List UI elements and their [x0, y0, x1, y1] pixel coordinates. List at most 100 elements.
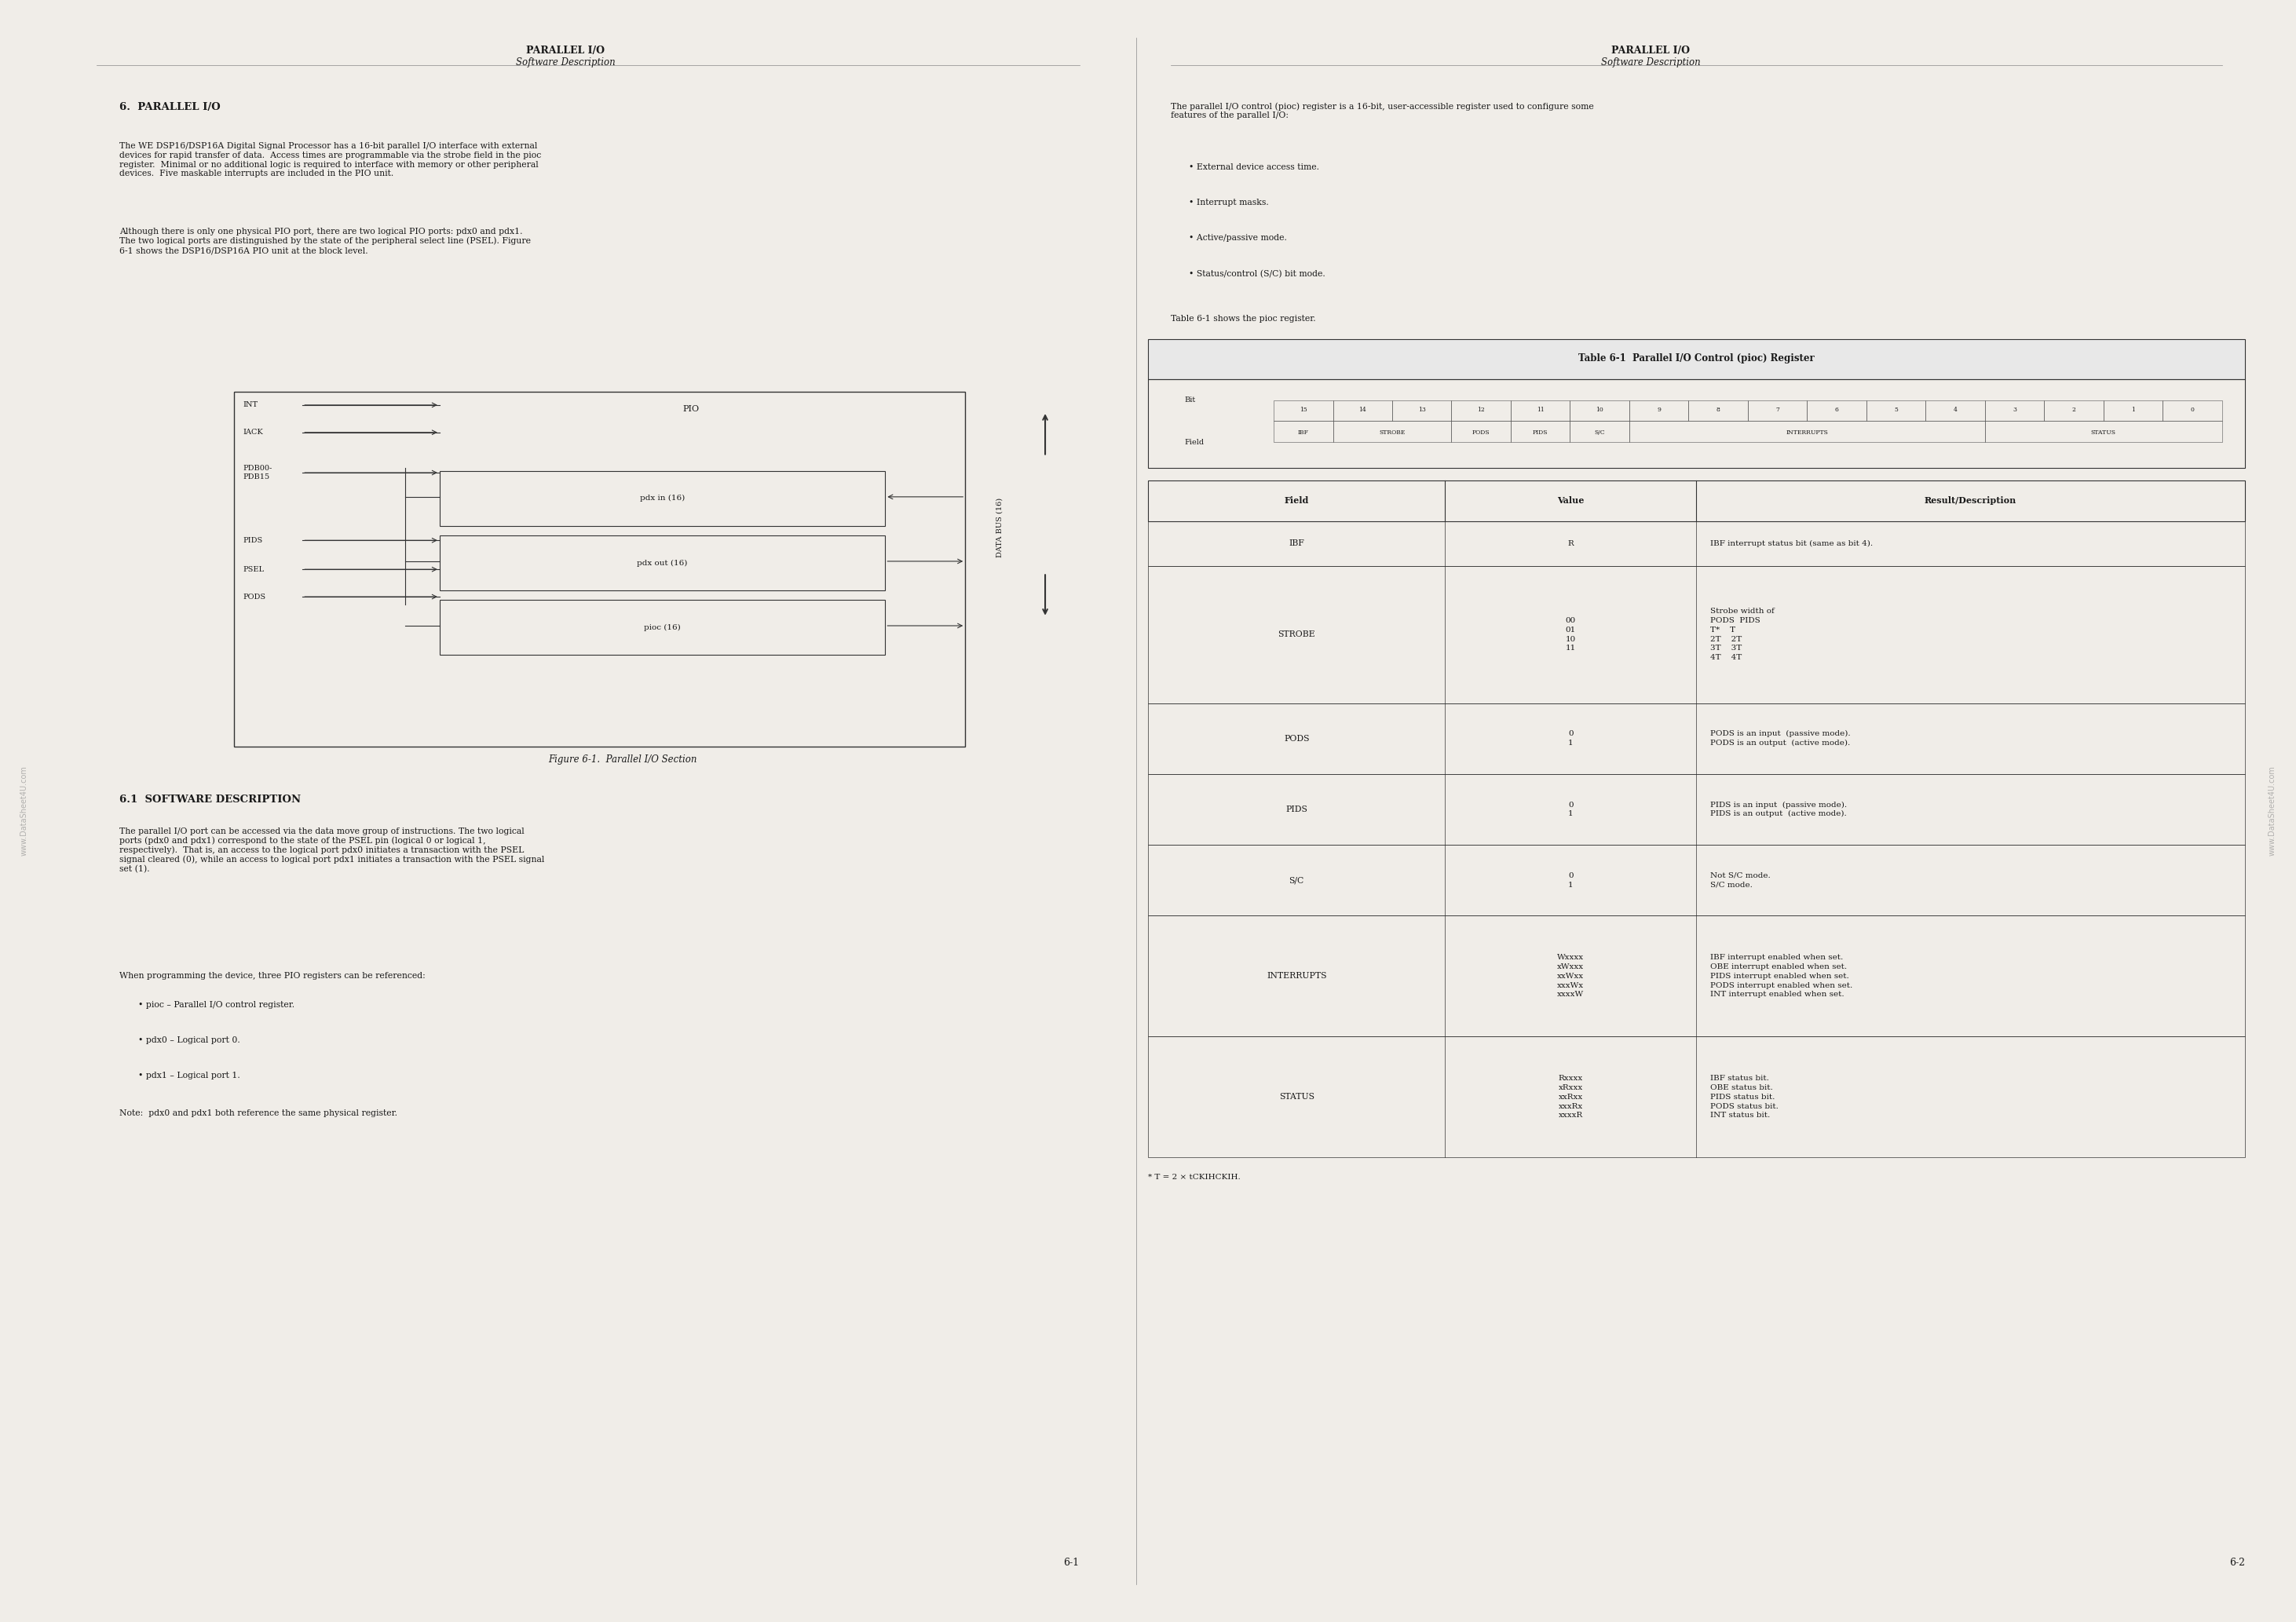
Text: When programming the device, three PIO registers can be referenced:: When programming the device, three PIO r…: [119, 972, 425, 980]
Text: STATUS: STATUS: [1279, 1093, 1313, 1101]
Text: PODS: PODS: [243, 594, 266, 600]
Text: 8: 8: [1717, 407, 1720, 414]
Text: 0: 0: [2190, 407, 2195, 414]
Bar: [1274, 422, 1334, 443]
Bar: [1148, 845, 2245, 916]
Text: PIDS: PIDS: [1286, 806, 1306, 813]
Text: 11: 11: [1536, 407, 1545, 414]
Bar: [1867, 401, 1926, 422]
Text: Field: Field: [1283, 496, 1309, 504]
Text: PIDS is an input  (passive mode).
PIDS is an output  (active mode).: PIDS is an input (passive mode). PIDS is…: [1711, 801, 1846, 817]
Text: 0
1: 0 1: [1568, 730, 1573, 746]
Bar: [1148, 339, 2245, 380]
Text: The parallel I/O control (pioc) register is a 16-bit, user-accessible register u: The parallel I/O control (pioc) register…: [1171, 102, 1593, 120]
Bar: [1148, 702, 2245, 774]
Text: INTERRUPTS: INTERRUPTS: [1267, 972, 1327, 980]
Bar: [1926, 401, 1986, 422]
Text: • pdx1 – Logical port 1.: • pdx1 – Logical port 1.: [138, 1072, 239, 1080]
Text: Table 6-1  Parallel I/O Control (pioc) Register: Table 6-1 Parallel I/O Control (pioc) Re…: [1577, 354, 1814, 363]
Text: Strobe width of
PODS  PIDS
T*    T
2T    2T
3T    3T
4T    4T: Strobe width of PODS PIDS T* T 2T 2T 3T …: [1711, 608, 1775, 662]
Bar: [1511, 422, 1570, 443]
Text: 6.  PARALLEL I/O: 6. PARALLEL I/O: [119, 102, 220, 112]
Text: • Interrupt masks.: • Interrupt masks.: [1189, 200, 1270, 206]
Text: PIO: PIO: [682, 406, 700, 414]
Text: pdx in (16): pdx in (16): [641, 495, 684, 503]
Text: PODS is an input  (passive mode).
PODS is an output  (active mode).: PODS is an input (passive mode). PODS is…: [1711, 730, 1851, 746]
Text: PODS: PODS: [1283, 735, 1309, 743]
Bar: [1747, 401, 1807, 422]
Text: 9: 9: [1658, 407, 1660, 414]
Text: 1: 1: [2131, 407, 2135, 414]
Text: S/C: S/C: [1593, 430, 1605, 436]
Bar: [1148, 916, 2245, 1036]
Text: 7: 7: [1775, 407, 1779, 414]
Text: • Status/control (S/C) bit mode.: • Status/control (S/C) bit mode.: [1189, 269, 1325, 277]
Text: 14: 14: [1359, 407, 1366, 414]
Text: IBF: IBF: [1297, 430, 1309, 436]
Text: S/C: S/C: [1288, 876, 1304, 884]
Text: 6-2: 6-2: [2229, 1559, 2245, 1568]
Text: IACK: IACK: [243, 428, 264, 436]
Text: STATUS: STATUS: [2092, 430, 2117, 436]
Bar: [1334, 422, 1451, 443]
Text: IBF interrupt status bit (same as bit 4).: IBF interrupt status bit (same as bit 4)…: [1711, 540, 1874, 547]
Text: • Active/passive mode.: • Active/passive mode.: [1189, 234, 1288, 242]
Bar: [1630, 422, 1986, 443]
Bar: [1148, 774, 2245, 845]
Text: DATA BUS (16): DATA BUS (16): [996, 498, 1003, 558]
Text: 6.1  SOFTWARE DESCRIPTION: 6.1 SOFTWARE DESCRIPTION: [119, 795, 301, 805]
Bar: [1807, 401, 1867, 422]
Text: 15: 15: [1300, 407, 1306, 414]
Bar: [2163, 401, 2223, 422]
Bar: [1148, 521, 2245, 566]
Text: • External device access time.: • External device access time.: [1189, 164, 1320, 172]
Text: Table 6-1 shows the pioc register.: Table 6-1 shows the pioc register.: [1171, 315, 1316, 323]
Bar: [2103, 401, 2163, 422]
Text: • pioc – Parallel I/O control register.: • pioc – Parallel I/O control register.: [138, 1001, 294, 1009]
Text: R: R: [1568, 540, 1573, 547]
Bar: [1511, 401, 1570, 422]
Text: 0
1: 0 1: [1568, 873, 1573, 889]
Text: 6: 6: [1835, 407, 1839, 414]
Bar: [1148, 566, 2245, 702]
Text: IBF interrupt enabled when set.
OBE interrupt enabled when set.
PIDS interrupt e: IBF interrupt enabled when set. OBE inte…: [1711, 954, 1853, 998]
Text: The parallel I/O port can be accessed via the data move group of instructions. T: The parallel I/O port can be accessed vi…: [119, 827, 544, 873]
Text: Field: Field: [1185, 438, 1205, 446]
Text: Software Description: Software Description: [1600, 57, 1701, 67]
Text: Note:  pdx0 and pdx1 both reference the same physical register.: Note: pdx0 and pdx1 both reference the s…: [119, 1109, 397, 1118]
Text: Not S/C mode.
S/C mode.: Not S/C mode. S/C mode.: [1711, 873, 1770, 889]
Text: pioc (16): pioc (16): [645, 624, 682, 631]
Text: PARALLEL I/O: PARALLEL I/O: [526, 45, 604, 55]
Text: * T = 2 × tCKIHCKIH.: * T = 2 × tCKIHCKIH.: [1148, 1173, 1240, 1181]
Text: PIDS: PIDS: [243, 537, 264, 543]
Bar: [1334, 401, 1391, 422]
Text: 10: 10: [1596, 407, 1603, 414]
Bar: [1148, 480, 2245, 521]
Bar: [1570, 422, 1630, 443]
Text: PODS: PODS: [1472, 430, 1490, 436]
Bar: [1391, 401, 1451, 422]
Text: Bit: Bit: [1185, 397, 1196, 404]
Text: 6-1: 6-1: [1063, 1559, 1079, 1568]
Bar: [1630, 401, 1688, 422]
Bar: [1148, 1036, 2245, 1158]
Text: Figure 6-1.  Parallel I/O Section: Figure 6-1. Parallel I/O Section: [549, 754, 696, 766]
Text: STROBE: STROBE: [1279, 631, 1316, 639]
Text: PIDS: PIDS: [1534, 430, 1548, 436]
Text: 2: 2: [2071, 407, 2076, 414]
Text: PDB00-
PDB15: PDB00- PDB15: [243, 466, 273, 480]
Text: PARALLEL I/O: PARALLEL I/O: [1612, 45, 1690, 55]
Text: 3: 3: [2014, 407, 2016, 414]
Text: www.DataSheet4U.com: www.DataSheet4U.com: [21, 766, 28, 856]
Text: INTERRUPTS: INTERRUPTS: [1786, 430, 1828, 436]
Text: Value: Value: [1557, 496, 1584, 504]
Text: INT: INT: [243, 402, 257, 409]
Bar: [1148, 380, 2245, 467]
Text: 12: 12: [1476, 407, 1486, 414]
Text: www.DataSheet4U.com: www.DataSheet4U.com: [2268, 766, 2275, 856]
Bar: [1688, 401, 1747, 422]
Bar: [1451, 401, 1511, 422]
Bar: [1274, 401, 1334, 422]
Bar: [1451, 422, 1511, 443]
Text: 0
1: 0 1: [1568, 801, 1573, 817]
